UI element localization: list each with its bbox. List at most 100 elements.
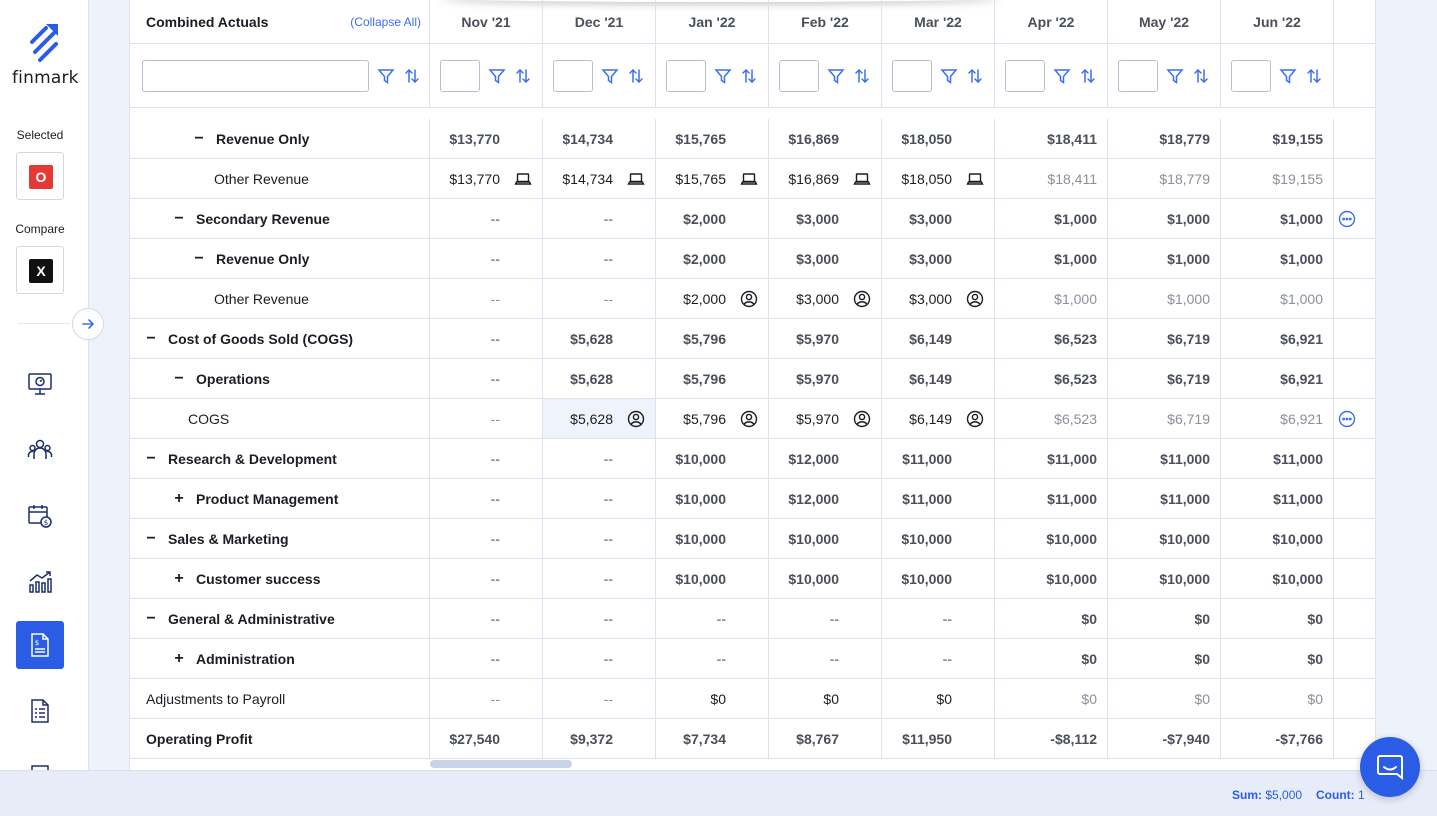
value-cell[interactable]: $11,000 bbox=[1221, 479, 1334, 518]
nav-people[interactable] bbox=[16, 426, 64, 474]
value-cell[interactable]: $6,719 bbox=[1108, 399, 1221, 438]
value-cell[interactable]: $6,523 bbox=[995, 319, 1108, 358]
filter-icon[interactable] bbox=[488, 67, 506, 85]
month-header[interactable]: Mar '22 bbox=[882, 0, 995, 43]
value-cell[interactable]: $7,734 bbox=[656, 719, 769, 758]
value-cell[interactable]: $0 bbox=[882, 679, 995, 718]
value-cell[interactable]: $1,000 bbox=[1108, 279, 1221, 318]
value-cell[interactable]: $5,970 bbox=[769, 359, 882, 398]
value-cell[interactable]: $6,523 bbox=[995, 359, 1108, 398]
value-cell[interactable]: $10,000 bbox=[995, 559, 1108, 598]
value-cell[interactable]: -- bbox=[543, 679, 656, 718]
filter-icon[interactable] bbox=[1166, 67, 1184, 85]
value-cell[interactable]: -- bbox=[430, 319, 543, 358]
collapse-all-link[interactable]: (Collapse All) bbox=[350, 14, 421, 29]
value-cell[interactable]: $10,000 bbox=[882, 519, 995, 558]
collapse-toggle[interactable]: − bbox=[194, 249, 204, 267]
value-cell[interactable]: -- bbox=[543, 479, 656, 518]
month-header[interactable]: Jan '22 bbox=[656, 0, 769, 43]
value-cell[interactable]: $11,000 bbox=[995, 439, 1108, 478]
value-cell[interactable]: $11,000 bbox=[1108, 479, 1221, 518]
value-cell[interactable]: $0 bbox=[1221, 599, 1334, 638]
month-filter-input[interactable] bbox=[553, 59, 593, 92]
value-cell[interactable]: $6,149 bbox=[882, 319, 995, 358]
table-row[interactable]: COGS -- $5,628 $5,796 $5,970 $6,149 $6,523 $6,7… bbox=[130, 399, 1375, 439]
more-options-icon[interactable] bbox=[1338, 410, 1356, 428]
sort-icon[interactable] bbox=[1079, 67, 1097, 85]
value-cell[interactable]: -$8,112 bbox=[995, 719, 1108, 758]
table-row[interactable]: Other Revenue -- -- $2,000 $3,000 $3,000 $1,00… bbox=[130, 279, 1375, 319]
value-cell[interactable]: $10,000 bbox=[656, 479, 769, 518]
value-cell[interactable]: $11,000 bbox=[995, 479, 1108, 518]
value-cell[interactable]: $3,000 bbox=[769, 199, 882, 238]
value-cell[interactable]: $13,770 bbox=[430, 159, 543, 198]
label-filter-input[interactable] bbox=[142, 59, 369, 92]
month-header[interactable]: May '22 bbox=[1108, 0, 1221, 43]
value-cell[interactable]: $0 bbox=[1108, 599, 1221, 638]
table-row[interactable]: Adjustments to Payroll -- -- $0 $0 $0 $0 $0 $0 bbox=[130, 679, 1375, 719]
value-cell[interactable]: $10,000 bbox=[769, 559, 882, 598]
value-cell[interactable]: $2,000 bbox=[656, 279, 769, 318]
chat-launcher-button[interactable] bbox=[1360, 737, 1420, 797]
nav-financials[interactable]: $ bbox=[16, 621, 64, 669]
value-cell[interactable]: $6,149 bbox=[882, 399, 995, 438]
value-cell[interactable]: $11,950 bbox=[882, 719, 995, 758]
sort-icon[interactable] bbox=[514, 67, 532, 85]
value-cell[interactable]: $18,411 bbox=[995, 159, 1108, 198]
value-cell[interactable]: $5,796 bbox=[656, 399, 769, 438]
collapse-toggle[interactable]: − bbox=[174, 369, 184, 387]
table-row[interactable]: − General & Administrative -- -- -- -- -- $0 $0 $… bbox=[130, 599, 1375, 639]
value-cell[interactable]: $1,000 bbox=[995, 279, 1108, 318]
value-cell[interactable]: $10,000 bbox=[882, 559, 995, 598]
month-filter-input[interactable] bbox=[892, 59, 932, 92]
value-cell[interactable]: $10,000 bbox=[1221, 559, 1334, 598]
month-header[interactable]: Nov '21 bbox=[430, 0, 543, 43]
value-cell[interactable]: $11,000 bbox=[882, 439, 995, 478]
value-cell[interactable]: -- bbox=[430, 399, 543, 438]
month-filter-input[interactable] bbox=[440, 59, 480, 92]
value-cell[interactable]: $15,765 bbox=[656, 159, 769, 198]
compare-scenario-button[interactable]: X bbox=[16, 246, 64, 294]
nav-growth[interactable] bbox=[16, 558, 64, 606]
table-row[interactable]: − Revenue Only -- -- $2,000 $3,000 $3,000 $1,00… bbox=[130, 239, 1375, 279]
value-cell[interactable]: -- bbox=[656, 599, 769, 638]
value-cell[interactable]: $27,540 bbox=[430, 719, 543, 758]
collapse-toggle[interactable]: − bbox=[146, 609, 156, 627]
table-row[interactable]: − Operations -- $5,628 $5,796 $5,970 $6,149 $6,… bbox=[130, 359, 1375, 399]
filter-icon[interactable] bbox=[1053, 67, 1071, 85]
value-cell[interactable]: $11,000 bbox=[882, 479, 995, 518]
value-cell[interactable]: $5,796 bbox=[656, 359, 769, 398]
value-cell[interactable]: $10,000 bbox=[995, 519, 1108, 558]
value-cell[interactable]: -- bbox=[543, 279, 656, 318]
value-cell[interactable]: $6,921 bbox=[1221, 359, 1334, 398]
collapse-toggle[interactable]: − bbox=[146, 529, 156, 547]
value-cell[interactable]: $12,000 bbox=[769, 479, 882, 518]
value-cell[interactable]: -- bbox=[543, 559, 656, 598]
value-cell[interactable]: $11,000 bbox=[1221, 439, 1334, 478]
value-cell[interactable]: $18,779 bbox=[1108, 159, 1221, 198]
value-cell[interactable]: $5,628 bbox=[543, 359, 656, 398]
filter-icon[interactable] bbox=[827, 67, 845, 85]
value-cell[interactable]: $5,796 bbox=[656, 319, 769, 358]
table-row[interactable]: − Cost of Goods Sold (COGS) -- $5,628 $5,796… bbox=[130, 319, 1375, 359]
value-cell[interactable]: $2,000 bbox=[656, 199, 769, 238]
value-cell[interactable]: -- bbox=[430, 439, 543, 478]
value-cell[interactable]: $3,000 bbox=[769, 279, 882, 318]
value-cell[interactable]: -- bbox=[430, 559, 543, 598]
value-cell[interactable]: -- bbox=[430, 639, 543, 678]
nav-calendar[interactable]: $ bbox=[16, 492, 64, 540]
collapse-toggle[interactable]: − bbox=[174, 209, 184, 227]
sort-icon[interactable] bbox=[1305, 67, 1323, 85]
nav-reports[interactable] bbox=[16, 687, 64, 735]
table-row[interactable]: − Research & Development -- -- $10,000 $12,00… bbox=[130, 439, 1375, 479]
horizontal-scrollbar[interactable] bbox=[430, 760, 572, 768]
value-cell[interactable]: $0 bbox=[995, 679, 1108, 718]
value-cell[interactable]: -- bbox=[543, 239, 656, 278]
value-cell[interactable]: $1,000 bbox=[1108, 199, 1221, 238]
sort-icon[interactable] bbox=[1192, 67, 1210, 85]
selected-scenario-button[interactable]: O bbox=[16, 152, 64, 200]
value-cell[interactable]: -- bbox=[430, 279, 543, 318]
value-cell[interactable]: $1,000 bbox=[995, 199, 1108, 238]
value-cell[interactable]: -$7,940 bbox=[1108, 719, 1221, 758]
value-cell[interactable]: $14,734 bbox=[543, 119, 656, 158]
